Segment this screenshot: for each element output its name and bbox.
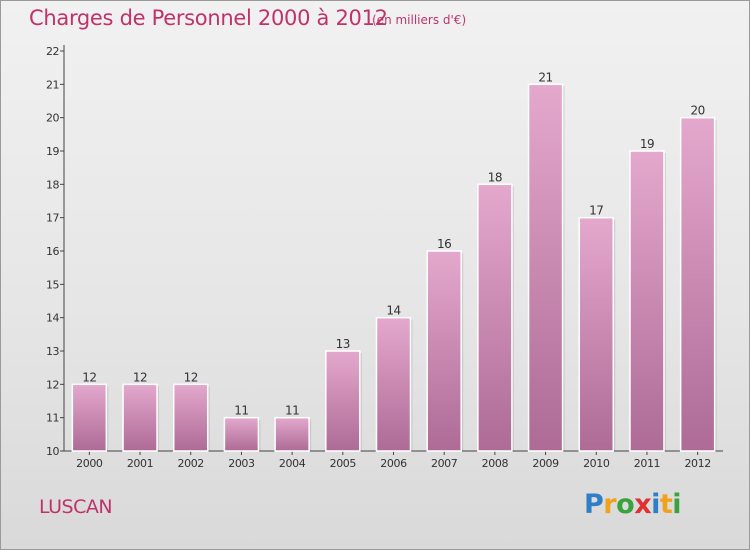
x-tick-label: 2004	[279, 457, 306, 470]
y-tick-label: 22	[46, 45, 59, 58]
bar	[527, 83, 564, 452]
y-tick-label: 12	[46, 378, 59, 391]
y-tick-label: 19	[46, 145, 59, 158]
x-tick-label: 2007	[431, 457, 458, 470]
logo-letter: t	[659, 489, 673, 520]
y-tick-label: 20	[46, 112, 59, 125]
data-label: 11	[285, 404, 299, 418]
bar	[629, 150, 665, 452]
data-label: 19	[640, 137, 654, 151]
x-tick-label: 2009	[532, 457, 559, 470]
bar	[426, 250, 462, 452]
bar	[71, 383, 108, 452]
chart-title: Charges de Personnel 2000 à 2012	[29, 6, 388, 30]
x-tick-label: 2000	[76, 457, 103, 470]
y-tick-label: 18	[46, 178, 59, 191]
bar	[679, 116, 716, 452]
x-tick-label: 2002	[178, 457, 204, 470]
bar	[477, 183, 513, 452]
x-tick-label: 2011	[634, 457, 660, 470]
x-tick-label: 2003	[228, 457, 255, 470]
data-label: 21	[538, 70, 552, 84]
data-label: 20	[691, 104, 705, 118]
y-tick-label: 13	[46, 345, 59, 358]
data-label: 18	[488, 170, 502, 184]
bar	[375, 316, 412, 452]
x-tick-label: 2001	[127, 457, 153, 470]
logo-letter: r	[603, 489, 617, 520]
x-tick-label: 2012	[684, 457, 710, 470]
x-tick-label: 2005	[330, 457, 357, 470]
data-label: 16	[437, 237, 451, 251]
bar	[122, 383, 158, 452]
data-label: 14	[386, 304, 400, 318]
y-tick-label: 15	[46, 278, 59, 291]
logo-letter: i	[651, 489, 660, 520]
data-label: 12	[184, 370, 198, 384]
y-tick-label: 11	[46, 412, 59, 425]
x-tick-label: 2010	[583, 457, 610, 470]
y-tick-label: 17	[46, 212, 59, 225]
logo-letter: P	[584, 489, 604, 520]
chart-subtitle: (en milliers d'€)	[372, 13, 467, 27]
data-label: 13	[336, 337, 350, 351]
bar	[274, 416, 310, 452]
bar	[578, 216, 615, 452]
data-label: 11	[234, 404, 248, 418]
commune-name: LUSCAN	[39, 496, 113, 518]
y-tick-label: 21	[46, 78, 59, 91]
proxiti-logo: Proxiti	[584, 489, 682, 520]
x-tick-label: 2006	[380, 457, 407, 470]
logo-letter: o	[616, 489, 635, 520]
data-label: 17	[589, 204, 603, 218]
data-label: 12	[133, 370, 147, 384]
y-tick-label: 16	[46, 245, 59, 258]
data-label: 12	[82, 370, 96, 384]
bar	[325, 350, 361, 452]
y-tick-label: 14	[46, 312, 59, 325]
x-tick-label: 2008	[482, 457, 509, 470]
y-tick-label: 10	[46, 445, 59, 458]
logo-letter: x	[634, 489, 652, 520]
logo-letter: i	[672, 489, 682, 520]
bar	[223, 416, 260, 452]
bar	[172, 383, 209, 452]
